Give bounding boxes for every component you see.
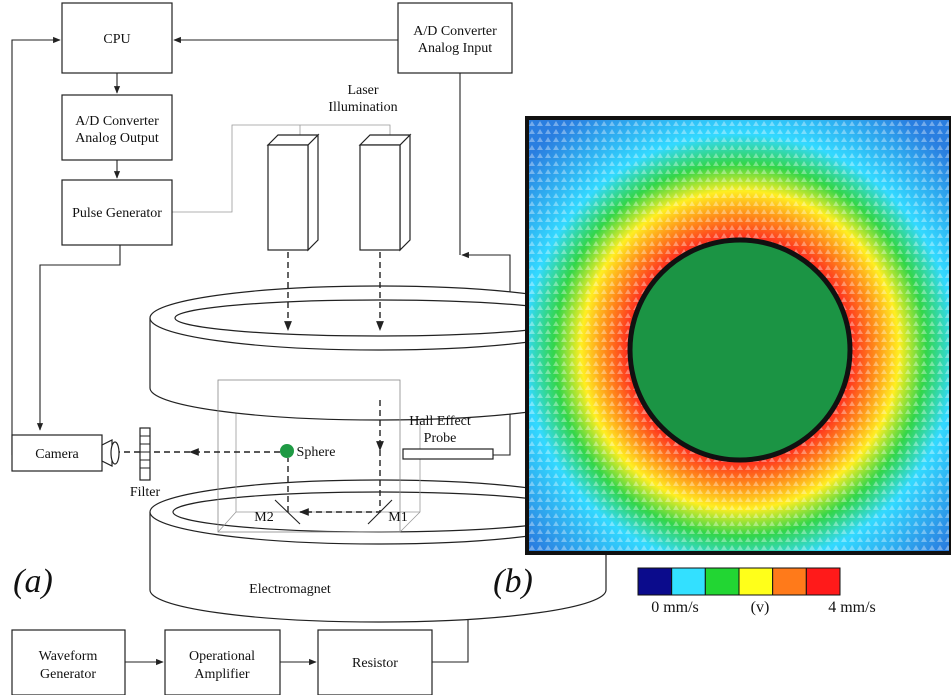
mirror-label: M1 <box>388 510 407 525</box>
panel-label: (b) <box>493 563 533 600</box>
colorbar <box>638 568 840 595</box>
camera <box>12 428 150 480</box>
sphere-label: Sphere <box>297 445 336 460</box>
node-label: Analog Input <box>418 41 492 56</box>
laser-label: Illumination <box>328 100 397 115</box>
node-label: Camera <box>35 447 79 462</box>
colorbar-cell <box>672 568 706 595</box>
lasers <box>268 135 410 250</box>
electromagnet-label: Electromagnet <box>249 582 331 597</box>
colorbar-label: (v) <box>751 599 770 616</box>
node-label: Waveform <box>39 649 98 664</box>
filter-label: Filter <box>130 485 161 500</box>
node-label: Generator <box>40 667 96 682</box>
velocity-field <box>527 118 951 553</box>
sphere <box>280 444 294 458</box>
node-label: Amplifier <box>194 667 250 682</box>
colorbar-cell <box>638 568 672 595</box>
node-label: A/D Converter <box>75 114 159 129</box>
colorbar-cell <box>773 568 807 595</box>
node-label: Operational <box>189 649 255 664</box>
probe-label: Hall Effect <box>409 414 471 429</box>
probe-label: Probe <box>424 431 457 446</box>
node-label: A/D Converter <box>413 24 497 39</box>
colorbar-label: 0 mm/s <box>651 599 699 616</box>
node-label: Pulse Generator <box>72 206 162 221</box>
figure: CPU A/D Converter Analog Input A/D Conve… <box>0 0 951 695</box>
node-label: CPU <box>103 32 130 47</box>
node-label: Resistor <box>352 656 398 671</box>
colorbar-cell <box>705 568 739 595</box>
node-label: Analog Output <box>75 131 159 146</box>
colorbar-cell <box>739 568 773 595</box>
colorbar-cell <box>806 568 840 595</box>
laser-label: Laser <box>347 83 378 98</box>
hall-probe <box>403 449 493 459</box>
colorbar-label: 4 mm/s <box>828 599 876 616</box>
panel-label: (a) <box>13 563 53 600</box>
mirror-label: M2 <box>254 510 273 525</box>
